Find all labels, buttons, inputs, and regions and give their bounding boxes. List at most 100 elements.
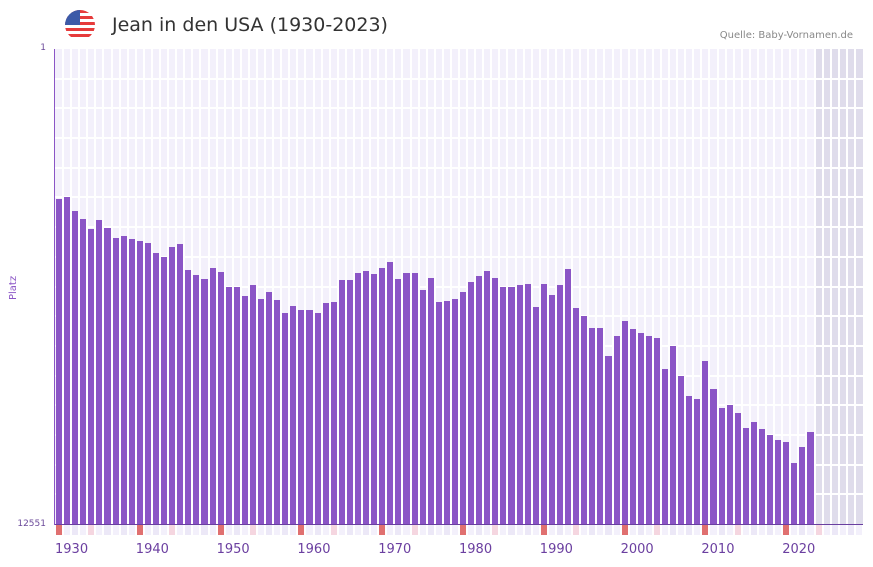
bar-1970[interactable] (379, 268, 386, 524)
bar-2016[interactable] (750, 421, 757, 524)
bar-2015[interactable] (742, 427, 749, 524)
bar-1953[interactable] (241, 296, 248, 524)
bar-1954[interactable] (249, 285, 256, 524)
bar-1946[interactable] (185, 270, 192, 524)
bar-1973[interactable] (403, 273, 410, 524)
bar-1981[interactable] (468, 282, 475, 524)
bar-1948[interactable] (201, 279, 208, 524)
bar-1991[interactable] (548, 294, 555, 524)
bar-2006[interactable] (670, 345, 677, 524)
bar-2012[interactable] (718, 407, 725, 524)
bar-1939[interactable] (128, 239, 135, 524)
bar-1976[interactable] (427, 277, 434, 524)
bar-1996[interactable] (589, 327, 596, 524)
bar-1974[interactable] (411, 273, 418, 524)
bar-2002[interactable] (637, 332, 644, 524)
bar-1961[interactable] (306, 309, 313, 524)
bar-2019[interactable] (775, 439, 782, 524)
bar-1935[interactable] (96, 220, 103, 524)
year-marker (233, 525, 240, 535)
bar-1938[interactable] (120, 236, 127, 524)
bar-1930[interactable] (56, 199, 63, 524)
bar-1984[interactable] (492, 277, 499, 524)
bar-1966[interactable] (346, 280, 353, 524)
bar-1952[interactable] (233, 287, 240, 524)
bar-1951[interactable] (225, 287, 232, 524)
bar-1933[interactable] (80, 219, 87, 524)
bar-1940[interactable] (136, 241, 143, 524)
bar-1958[interactable] (282, 313, 289, 524)
bar-2005[interactable] (662, 368, 669, 524)
bar-2007[interactable] (678, 375, 685, 524)
bar-1934[interactable] (88, 229, 95, 524)
bar-2020[interactable] (783, 441, 790, 524)
x-tick-label: 2010 (701, 542, 735, 557)
bar-1963[interactable] (322, 302, 329, 524)
bar-1975[interactable] (419, 289, 426, 524)
bar-1986[interactable] (508, 287, 515, 524)
bar-2013[interactable] (726, 404, 733, 524)
bar-1944[interactable] (169, 247, 176, 524)
bar-1957[interactable] (274, 299, 281, 524)
year-marker (290, 525, 297, 535)
bar-2023[interactable] (807, 431, 814, 524)
bar-1985[interactable] (500, 287, 507, 524)
bar-1950[interactable] (217, 272, 224, 524)
bar-1995[interactable] (581, 315, 588, 524)
bar-2011[interactable] (710, 388, 717, 524)
bar-1994[interactable] (573, 308, 580, 524)
bar-2008[interactable] (686, 395, 693, 524)
bar-2009[interactable] (694, 399, 701, 524)
bar-1947[interactable] (193, 275, 200, 524)
bar-1931[interactable] (64, 197, 71, 524)
bar-2017[interactable] (758, 428, 766, 524)
bar-1977[interactable] (435, 301, 442, 524)
bar-1979[interactable] (451, 299, 458, 524)
bar-1993[interactable] (565, 269, 572, 524)
bar-2004[interactable] (653, 337, 660, 524)
bar-1962[interactable] (314, 313, 321, 524)
bar-1945[interactable] (177, 244, 184, 524)
year-marker (831, 525, 838, 535)
bar-1960[interactable] (298, 309, 305, 524)
bar-2000[interactable] (621, 320, 628, 524)
chart-title: Jean in den USA (1930-2023) (112, 14, 388, 36)
bar-1969[interactable] (371, 274, 378, 524)
bar-1982[interactable] (476, 276, 483, 524)
bar-1937[interactable] (112, 238, 119, 524)
bar-1997[interactable] (597, 327, 604, 524)
bar-1978[interactable] (443, 301, 450, 524)
bar-1956[interactable] (266, 292, 273, 524)
bar-1936[interactable] (104, 228, 111, 524)
bar-1932[interactable] (72, 211, 79, 524)
bar-1949[interactable] (209, 268, 216, 524)
bar-1968[interactable] (363, 270, 370, 524)
bar-1964[interactable] (330, 301, 337, 524)
bar-1987[interactable] (516, 285, 523, 524)
bar-2001[interactable] (629, 328, 636, 524)
bar-2021[interactable] (791, 462, 798, 524)
bar-1967[interactable] (354, 273, 362, 524)
bar-1955[interactable] (258, 299, 265, 524)
bar-2003[interactable] (645, 335, 652, 524)
bar-2022[interactable] (799, 446, 806, 524)
bar-1983[interactable] (484, 270, 491, 524)
bar-2010[interactable] (702, 361, 709, 524)
bar-1965[interactable] (338, 280, 345, 524)
bar-1992[interactable] (556, 285, 564, 524)
bar-1942[interactable] (152, 253, 160, 524)
bar-1999[interactable] (613, 335, 620, 524)
year-marker (775, 525, 782, 535)
bar-1998[interactable] (605, 356, 612, 524)
bar-1971[interactable] (387, 262, 394, 524)
bar-1959[interactable] (290, 306, 297, 524)
bar-1989[interactable] (532, 306, 539, 524)
bar-1990[interactable] (540, 284, 547, 524)
bar-1941[interactable] (144, 243, 151, 524)
bar-2014[interactable] (734, 412, 741, 524)
bar-1988[interactable] (524, 284, 531, 524)
bar-1972[interactable] (395, 279, 402, 524)
bar-2018[interactable] (767, 434, 774, 524)
bar-1980[interactable] (460, 292, 467, 524)
bar-1943[interactable] (161, 257, 168, 524)
